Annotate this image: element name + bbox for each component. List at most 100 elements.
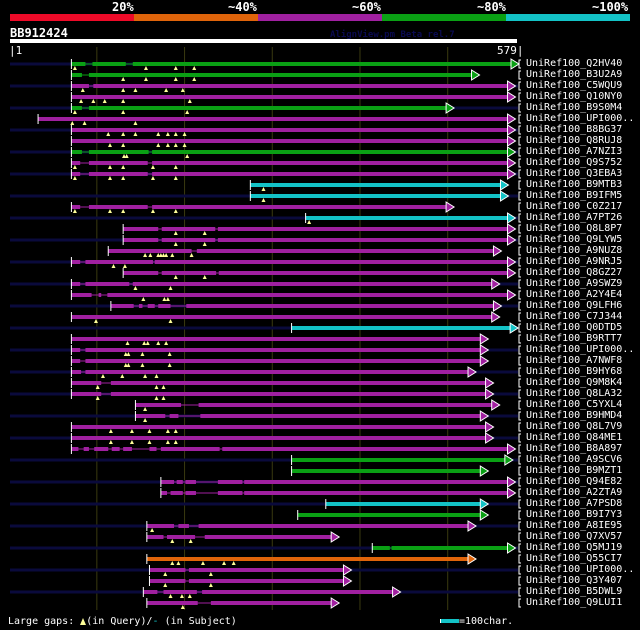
alignment-segment [146, 557, 475, 561]
query-gap-marker [189, 253, 194, 257]
query-gap-marker [173, 143, 178, 147]
alignment-end-arrow [506, 487, 517, 499]
query-gap-marker [173, 429, 178, 433]
hit-label[interactable]: UniRef100_Q8L8P7 [526, 223, 623, 234]
query-gap-marker [158, 253, 163, 257]
hit-label[interactable]: UniRef100_A8IE95 [526, 520, 623, 531]
query-gap-marker [179, 594, 184, 598]
hit-label[interactable]: UniRef100_Q9LYW5 [526, 234, 623, 245]
alignment-segment [152, 161, 514, 165]
alignment-end-arrow [491, 278, 501, 290]
query-gap-marker [188, 539, 193, 543]
query-gap-marker [173, 165, 178, 169]
alignment-segment [88, 161, 148, 165]
hit-label[interactable]: UniRef100_Q8LA32 [526, 388, 623, 399]
alignment-segment [178, 524, 189, 528]
alignment-segment [110, 304, 134, 308]
hit-label[interactable]: UniRef100_Q5MJ19 [526, 542, 623, 553]
hit-label[interactable]: UniRef100_Q9M8K4 [526, 377, 623, 388]
hit-label[interactable]: UniRef100_UPI000.. [526, 113, 635, 124]
alignment-segment [291, 458, 511, 462]
hit-label[interactable]: UniRef100_A7NWF8 [526, 355, 623, 366]
query-gap-marker [231, 561, 236, 565]
hit-label[interactable]: UniRef100_Q8GZ27 [526, 267, 623, 278]
hit-label[interactable]: UniRef100_B9RTT7 [526, 333, 623, 344]
row-bracket [518, 59, 521, 69]
hit-label[interactable]: UniRef100_B9I7Y3 [526, 509, 623, 520]
query-gap-marker [156, 143, 161, 147]
query-gap-marker [143, 66, 148, 70]
hit-label[interactable]: UniRef100_Q8L7V9 [526, 421, 623, 432]
hit-label[interactable]: UniRef100_B9HY68 [526, 366, 623, 377]
hit-label[interactable]: UniRef100_Q84ME1 [526, 432, 623, 443]
alignment-segment [244, 491, 514, 495]
alignment-segment [170, 491, 183, 495]
hit-label[interactable]: UniRef100_B9HMD4 [526, 410, 623, 421]
hit-label[interactable]: UniRef100_C7J344 [526, 311, 623, 322]
hit-label[interactable]: UniRef100_A7PSD8 [526, 498, 623, 509]
hit-label[interactable]: UniRef100_A7NZI3 [526, 146, 623, 157]
alignment-segment [185, 491, 196, 495]
alignment-segment [135, 414, 166, 418]
hit-label[interactable]: UniRef100_A2ZTA9 [526, 487, 623, 498]
query-gap-marker [180, 88, 185, 92]
hit-label[interactable]: UniRef100_Q2HV40 [526, 58, 623, 69]
row-bracket [518, 510, 521, 520]
hit-label[interactable]: UniRef100_UPI000.. [526, 344, 635, 355]
hit-label[interactable]: UniRef100_A9NRJ5 [526, 256, 623, 267]
query-gap-marker [145, 341, 150, 345]
hit-label[interactable]: UniRef100_B9IFM5 [526, 190, 623, 201]
hit-label[interactable]: UniRef100_B8BG37 [526, 124, 623, 135]
hit-label[interactable]: UniRef100_A9SCV6 [526, 454, 623, 465]
hit-label[interactable]: UniRef100_Q3Y407 [526, 575, 623, 586]
alignment-end-arrow [330, 597, 341, 609]
hit-label[interactable]: UniRef100_A2Y4E4 [526, 289, 623, 300]
hit-label[interactable]: UniRef100_B9S0M4 [526, 102, 623, 113]
query-gap-marker-icon [80, 617, 87, 625]
hit-label[interactable]: UniRef100_Q9LUI1 [526, 597, 623, 608]
hit-label[interactable]: UniRef100_Q9LFH6 [526, 300, 623, 311]
hit-label[interactable]: UniRef100_B8A897 [526, 443, 623, 454]
alignment-segment [188, 579, 350, 583]
hit-label[interactable]: UniRef100_B9MZT1 [526, 465, 623, 476]
hit-label[interactable]: UniRef100_Q9S752 [526, 157, 623, 168]
alignment-end-arrow [506, 91, 517, 103]
hit-label[interactable]: UniRef100_B9MTB3 [526, 179, 623, 190]
hit-label[interactable]: UniRef100_A7PT26 [526, 212, 623, 223]
hit-label[interactable]: UniRef100_Q3EBA3 [526, 168, 623, 179]
alignment-segment [244, 480, 514, 484]
query-gap-marker [133, 88, 138, 92]
hit-label[interactable]: UniRef100_A9SWZ9 [526, 278, 623, 289]
row-bracket [518, 334, 521, 344]
hit-label[interactable]: UniRef100_Q8RUJ8 [526, 135, 623, 146]
query-gap-marker [121, 77, 126, 81]
hit-label[interactable]: UniRef100_A9NUZ8 [526, 245, 623, 256]
legend-label-40: ~40% [228, 0, 257, 14]
alignment-segment [176, 480, 183, 484]
query-gap-marker [168, 594, 173, 598]
alignment-segment [71, 139, 514, 143]
query-gap-marker [150, 209, 155, 213]
hit-label[interactable]: UniRef100_C0Z217 [526, 201, 623, 212]
alignment-segment [149, 579, 186, 583]
hit-label[interactable]: UniRef100_C5WQU9 [526, 80, 623, 91]
hit-label[interactable]: UniRef100_C5YXL4 [526, 399, 623, 410]
alignment-segment [71, 348, 81, 352]
query-gap-marker [107, 209, 112, 213]
query-gap-marker [140, 363, 145, 367]
hit-label[interactable]: UniRef100_Q55CI7 [526, 553, 623, 564]
hit-label[interactable]: UniRef100_Q10NY0 [526, 91, 623, 102]
alignment-segment [185, 480, 196, 484]
row-bracket [518, 400, 521, 410]
alignment-end-arrow [342, 564, 353, 576]
alignment-end-arrow [506, 443, 517, 455]
hit-label[interactable]: UniRef100_Q0DTD5 [526, 322, 623, 333]
hit-label[interactable]: UniRef100_Q7XV57 [526, 531, 623, 542]
hit-label[interactable]: UniRef100_Q94E82 [526, 476, 623, 487]
row-bracket [518, 598, 521, 608]
hit-label[interactable]: UniRef100_B5DWL9 [526, 586, 623, 597]
alignment-segment [108, 249, 192, 253]
hit-label[interactable]: UniRef100_UPI000.. [526, 564, 635, 575]
query-gap-marker [173, 77, 178, 81]
hit-label[interactable]: UniRef100_B3U2A9 [526, 69, 623, 80]
